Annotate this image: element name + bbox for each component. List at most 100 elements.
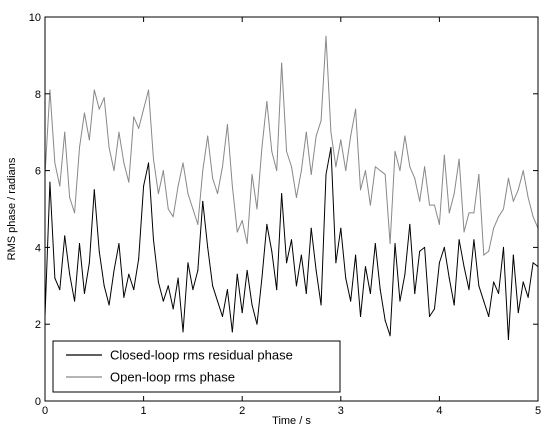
series-segment (374, 243, 381, 291)
x-tick-label: 3 (338, 405, 344, 417)
series-segment (221, 289, 228, 318)
x-tick-label: 1 (141, 405, 147, 417)
series-segment (305, 131, 312, 175)
series-segment (394, 150, 401, 172)
series-segment (512, 254, 519, 314)
series-segment (212, 177, 219, 195)
series-segment (305, 227, 312, 294)
y-tick-label: 8 (35, 89, 41, 101)
series-segment (473, 173, 480, 214)
series-segment (59, 235, 66, 291)
series-segment (138, 108, 145, 129)
series-segment (389, 243, 396, 337)
series-segment (246, 173, 253, 245)
series-segment (138, 185, 145, 260)
series-segment (483, 250, 490, 256)
series-segment (54, 162, 61, 187)
series-segment (517, 170, 524, 191)
series-segment (379, 170, 386, 175)
series-segment (221, 124, 228, 168)
x-tick-label: 2 (239, 405, 245, 417)
series-segment (74, 243, 81, 302)
series-segment (172, 185, 179, 218)
series-segment (345, 277, 352, 302)
series-segment (276, 193, 283, 291)
series-segment (369, 166, 376, 206)
series-segment (261, 223, 268, 279)
series-segment (187, 262, 194, 291)
series-segment (458, 158, 465, 233)
series-segment (315, 120, 322, 137)
series-segment (226, 289, 233, 333)
y-tick-label: 2 (35, 319, 41, 331)
series-segment (79, 243, 85, 294)
legend-box (52, 340, 341, 393)
series-segment (157, 170, 164, 195)
series-segment (527, 262, 534, 298)
series-open-loop (44, 35, 539, 256)
series-segment (330, 147, 337, 264)
series-segment (162, 285, 169, 302)
series-segment (478, 285, 485, 302)
series-segment (300, 254, 307, 294)
series-segment (74, 147, 81, 214)
series-segment (281, 193, 288, 264)
series-segment (187, 193, 194, 210)
series-segment (212, 285, 219, 302)
series-segment (325, 147, 332, 175)
series-segment (157, 281, 164, 302)
legend-label-closed-loop: Closed-loop rms residual phase (110, 348, 293, 363)
series-segment (384, 319, 391, 337)
series-segment (310, 135, 317, 175)
series-segment (202, 200, 209, 248)
series-segment (364, 266, 371, 294)
series-segment (59, 131, 66, 187)
series-segment (399, 273, 406, 302)
series-segment (350, 108, 357, 137)
series-segment (384, 173, 391, 245)
series-segment (118, 243, 125, 298)
series-segment (438, 246, 445, 264)
y-tick-label: 6 (35, 166, 41, 178)
series-segment (64, 131, 71, 198)
series-segment (315, 269, 322, 306)
series-segment (433, 204, 440, 225)
series-segment (54, 277, 61, 291)
series-segment (458, 239, 465, 268)
series-segment (478, 173, 485, 256)
series-segment (522, 170, 529, 198)
series-segment (128, 273, 135, 291)
series-segment (88, 89, 95, 141)
series-segment (123, 273, 130, 298)
series-segment (103, 97, 110, 149)
series-segment (44, 181, 51, 318)
series-segment (143, 89, 150, 110)
series-segment (69, 273, 76, 302)
series-segment (128, 116, 135, 183)
series-segment (404, 223, 411, 275)
series-segment (152, 158, 159, 195)
series-segment (389, 150, 396, 245)
series-segment (502, 246, 509, 341)
series-segment (532, 262, 539, 268)
series-segment (167, 285, 174, 310)
series-segment (335, 139, 342, 168)
series-segment (502, 177, 509, 210)
series-segment (108, 269, 115, 306)
series-segment (369, 243, 376, 294)
series-segment (133, 116, 140, 129)
series-segment (49, 89, 56, 164)
series-segment (493, 281, 500, 294)
series-layer (44, 35, 539, 341)
series-segment (394, 243, 401, 302)
series-segment (83, 262, 90, 294)
series-segment (419, 166, 426, 202)
x-tick-label: 4 (436, 405, 442, 417)
series-segment (291, 166, 297, 198)
series-segment (463, 212, 470, 233)
series-segment (207, 246, 214, 287)
series-segment (217, 166, 223, 195)
series-segment (310, 227, 317, 271)
series-segment (532, 216, 539, 229)
